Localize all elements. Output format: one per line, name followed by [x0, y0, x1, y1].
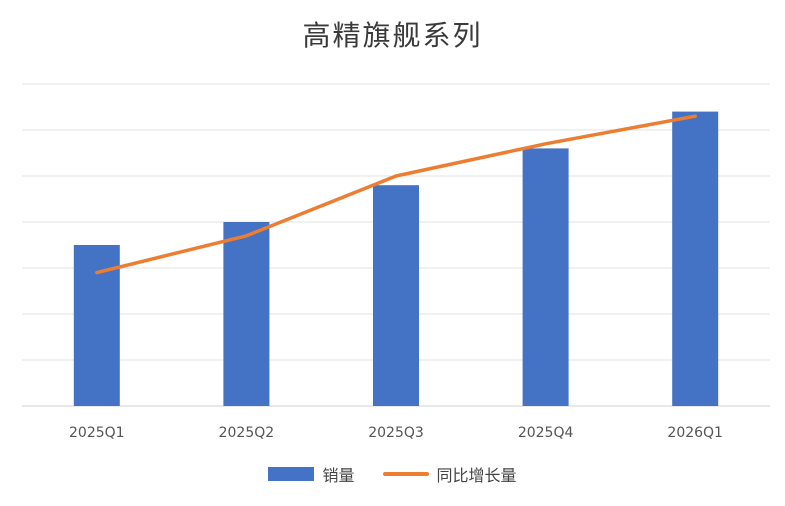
bar-2025Q2	[223, 222, 270, 406]
bar-2025Q4	[522, 148, 569, 406]
x-tick-label: 2025Q4	[518, 425, 574, 441]
legend-swatch-bar	[268, 467, 315, 481]
legend: 销量 同比增长量	[0, 462, 785, 486]
x-tick-label: 2026Q1	[667, 425, 723, 441]
bar-2026Q1	[672, 111, 719, 406]
legend-item-sales[interactable]: 销量	[268, 462, 355, 486]
legend-label-growth: 同比增长量	[436, 466, 517, 485]
x-tick-label: 2025Q1	[69, 425, 125, 441]
x-tick-label: 2025Q3	[368, 425, 424, 441]
bar-2025Q3	[373, 185, 419, 406]
legend-swatch-line	[382, 472, 429, 476]
chart-title: 高精旗舰系列	[302, 19, 483, 52]
legend-item-growth[interactable]: 同比增长量	[382, 462, 517, 486]
legend-label-sales: 销量	[322, 466, 355, 485]
x-tick-label: 2025Q2	[219, 425, 275, 441]
